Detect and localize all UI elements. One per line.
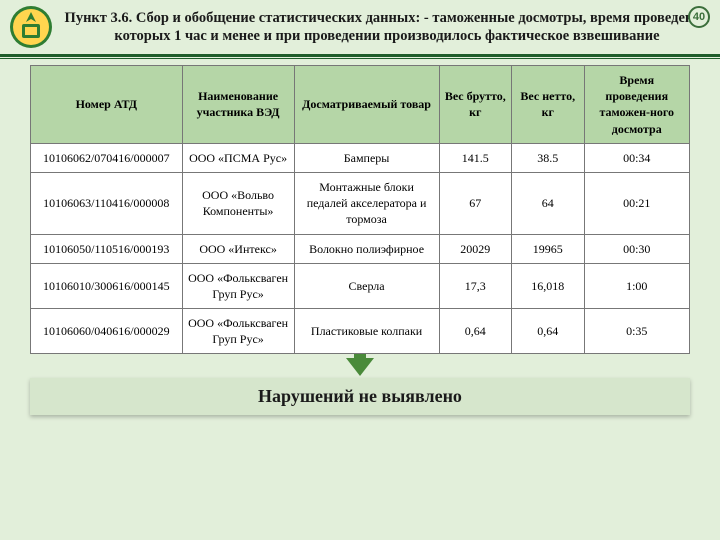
table-cell: Волокно полиэфирное [294,234,439,263]
table-row: 10106060/040616/000029ООО «Фольксваген Г… [31,309,690,354]
table-header-cell: Вес брутто, кг [439,66,511,144]
table-header-cell: Время проведения таможен-ного досмотра [584,66,689,144]
table-cell: 00:21 [584,172,689,234]
table-cell: 0,64 [439,309,511,354]
table-cell: Бамперы [294,143,439,172]
table-cell: ООО «Интекс» [182,234,294,263]
table-cell: Сверла [294,263,439,308]
table-row: 10106063/110416/000008ООО «Вольво Компон… [31,172,690,234]
table-cell: 0,64 [512,309,584,354]
table-header-cell: Досматриваемый товар [294,66,439,144]
table-cell: 00:34 [584,143,689,172]
slide-header: Пункт 3.6. Сбор и обобщение статистическ… [0,0,720,52]
slide-number-badge: 40 [688,6,710,28]
table-cell: 64 [512,172,584,234]
arrow-down-icon [346,358,374,376]
table-cell: 141.5 [439,143,511,172]
table-header-cell: Вес нетто, кг [512,66,584,144]
table-cell: 16,018 [512,263,584,308]
table-cell: ООО «Фольксваген Груп Рус» [182,309,294,354]
table-cell: ООО «Вольво Компоненты» [182,172,294,234]
page-title: Пункт 3.6. Сбор и обобщение статистическ… [62,9,712,45]
table-cell: 10106060/040616/000029 [31,309,183,354]
table-cell: 38.5 [512,143,584,172]
table-cell: Пластиковые колпаки [294,309,439,354]
conclusion-banner: Нарушений не выявлено [30,378,690,415]
table-header-cell: Номер АТД [31,66,183,144]
table-cell: 17,3 [439,263,511,308]
divider [0,54,720,57]
table-cell: 20029 [439,234,511,263]
table-cell: 67 [439,172,511,234]
table-row: 10106050/110516/000193ООО «Интекс»Волокн… [31,234,690,263]
table-row: 10106010/300616/000145ООО «Фольксваген Г… [31,263,690,308]
table-cell: 1:00 [584,263,689,308]
table-container: Номер АТДНаименование участника ВЭДДосма… [0,65,720,354]
table-cell: 00:30 [584,234,689,263]
table-cell: Монтажные блоки педалей акселератора и т… [294,172,439,234]
table-cell: 0:35 [584,309,689,354]
table-header-cell: Наименование участника ВЭД [182,66,294,144]
table-cell: ООО «ПСМА Рус» [182,143,294,172]
table-row: 10106062/070416/000007ООО «ПСМА Рус»Бамп… [31,143,690,172]
table-cell: 10106062/070416/000007 [31,143,183,172]
emblem-icon [8,4,54,50]
table-cell: 19965 [512,234,584,263]
table-cell: 10106010/300616/000145 [31,263,183,308]
table-cell: ООО «Фольксваген Груп Рус» [182,263,294,308]
data-table: Номер АТДНаименование участника ВЭДДосма… [30,65,690,354]
table-cell: 10106063/110416/000008 [31,172,183,234]
divider-thin [0,58,720,59]
table-cell: 10106050/110516/000193 [31,234,183,263]
